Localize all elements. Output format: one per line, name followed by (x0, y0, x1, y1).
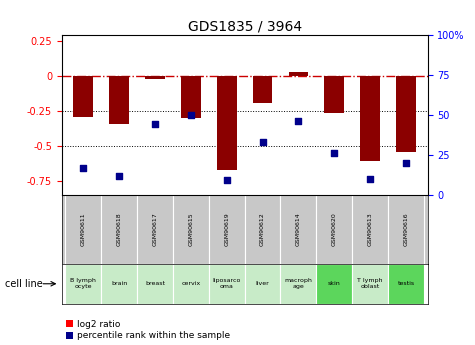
Bar (209, 264, 245, 304)
Bar (145, 76, 165, 79)
Text: GSM90612: GSM90612 (260, 213, 265, 246)
Point (294, 118, 302, 124)
Text: brain: brain (111, 281, 127, 286)
Bar (173, 195, 209, 264)
Bar (388, 264, 424, 304)
Bar (352, 195, 388, 264)
Bar (388, 195, 424, 264)
Text: cell line: cell line (5, 279, 42, 289)
Bar (209, 195, 245, 264)
Text: T lymph
oblast: T lymph oblast (357, 278, 383, 289)
Text: skin: skin (328, 281, 341, 286)
Bar (74, 76, 93, 117)
Text: GSM90613: GSM90613 (368, 213, 372, 246)
Text: GSM90617: GSM90617 (152, 213, 158, 246)
Point (259, 139, 266, 145)
Bar (137, 264, 173, 304)
Bar (253, 76, 273, 103)
Bar (396, 76, 416, 152)
Text: liver: liver (256, 281, 269, 286)
Text: GSM90616: GSM90616 (403, 213, 408, 246)
Text: cervix: cervix (181, 281, 200, 286)
Bar (245, 195, 280, 264)
Text: GSM90614: GSM90614 (296, 213, 301, 246)
Text: B lymph
ocyte: B lymph ocyte (70, 278, 96, 289)
Bar (324, 76, 344, 112)
Bar (137, 195, 173, 264)
Bar (173, 264, 209, 304)
Text: macroph
age: macroph age (285, 278, 313, 289)
Point (187, 112, 195, 118)
Text: GSM90615: GSM90615 (189, 213, 193, 246)
Point (331, 150, 338, 156)
Bar (101, 264, 137, 304)
Bar (245, 264, 280, 304)
Bar (316, 195, 352, 264)
Text: breast: breast (145, 281, 165, 286)
Bar (101, 195, 137, 264)
Bar (66, 264, 101, 304)
Point (402, 160, 410, 166)
Bar (66, 195, 101, 264)
Text: liposarco
oma: liposarco oma (212, 278, 241, 289)
Bar (109, 76, 129, 124)
Bar (217, 76, 237, 170)
Text: testis: testis (398, 281, 415, 286)
Bar (181, 76, 201, 118)
Point (79, 165, 87, 170)
Bar (316, 264, 352, 304)
Bar (288, 72, 308, 76)
Bar (360, 76, 380, 161)
Legend: log2 ratio, percentile rank within the sample: log2 ratio, percentile rank within the s… (66, 320, 230, 341)
Text: GSM90620: GSM90620 (332, 213, 337, 246)
Bar (280, 195, 316, 264)
Text: GSM90611: GSM90611 (81, 213, 86, 246)
Point (115, 173, 123, 178)
Title: GDS1835 / 3964: GDS1835 / 3964 (188, 19, 302, 33)
Point (366, 176, 374, 182)
Point (151, 121, 159, 127)
Bar (280, 264, 316, 304)
Text: GSM90618: GSM90618 (117, 213, 122, 246)
Bar (352, 264, 388, 304)
Point (223, 178, 230, 183)
Text: GSM90619: GSM90619 (224, 213, 229, 246)
